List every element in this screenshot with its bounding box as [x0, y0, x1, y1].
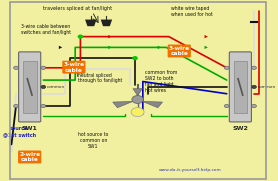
- Text: common from
SW2 to both
fan and light
hot wires: common from SW2 to both fan and light ho…: [145, 70, 178, 93]
- Circle shape: [78, 66, 83, 69]
- Polygon shape: [133, 89, 142, 96]
- Circle shape: [132, 96, 143, 103]
- Text: neutral spliced
through to fan/light: neutral spliced through to fan/light: [78, 73, 122, 83]
- Text: common: common: [47, 85, 65, 89]
- Text: white wire taped
when used for hot: white wire taped when used for hot: [172, 6, 213, 17]
- Bar: [23, 61, 36, 113]
- Text: 3-wire cable between
switches and fan/light: 3-wire cable between switches and fan/li…: [21, 24, 71, 35]
- Text: SW2: SW2: [232, 126, 248, 131]
- Polygon shape: [101, 20, 112, 26]
- FancyBboxPatch shape: [19, 52, 41, 122]
- Text: source
@1st switch: source @1st switch: [3, 126, 36, 137]
- Circle shape: [252, 104, 256, 108]
- Polygon shape: [113, 102, 133, 108]
- Circle shape: [41, 104, 46, 108]
- Circle shape: [41, 66, 46, 70]
- Text: 3-wire
cable: 3-wire cable: [169, 46, 190, 56]
- FancyBboxPatch shape: [229, 52, 251, 122]
- Text: 2-wire
cable: 2-wire cable: [19, 151, 40, 162]
- Circle shape: [41, 85, 46, 89]
- Text: 3-wire
cable: 3-wire cable: [63, 62, 85, 73]
- Circle shape: [252, 66, 256, 70]
- Text: travelers spliced at fan/light: travelers spliced at fan/light: [43, 6, 112, 11]
- Circle shape: [78, 35, 83, 38]
- Circle shape: [224, 104, 229, 108]
- Circle shape: [224, 66, 229, 70]
- Bar: [234, 61, 247, 113]
- Circle shape: [131, 108, 144, 117]
- Polygon shape: [85, 20, 96, 26]
- Text: SW1: SW1: [22, 126, 38, 131]
- Text: www.do-it-yourself-help.com: www.do-it-yourself-help.com: [158, 168, 221, 172]
- Polygon shape: [143, 102, 163, 108]
- Text: common: common: [257, 85, 275, 89]
- Circle shape: [14, 66, 18, 70]
- Text: hot source to
common on
SW1: hot source to common on SW1: [78, 132, 109, 149]
- Circle shape: [133, 57, 137, 60]
- Circle shape: [14, 104, 18, 108]
- Circle shape: [252, 85, 256, 89]
